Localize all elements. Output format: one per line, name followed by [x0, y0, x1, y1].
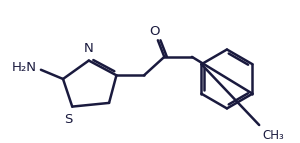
Text: O: O	[149, 25, 159, 37]
Text: CH₃: CH₃	[262, 129, 284, 142]
Text: N: N	[84, 42, 94, 55]
Text: H₂N: H₂N	[11, 61, 36, 74]
Text: S: S	[64, 113, 73, 126]
